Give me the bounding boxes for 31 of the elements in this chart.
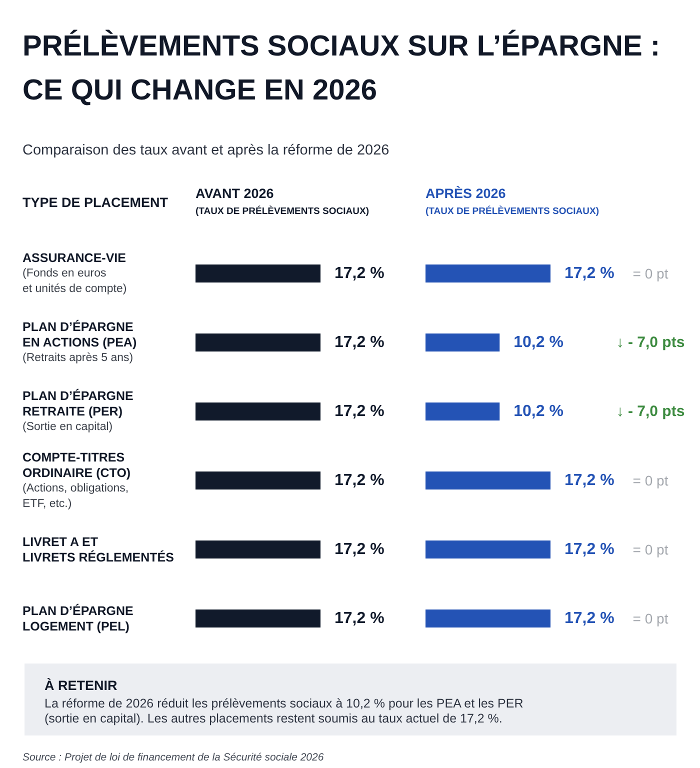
text: = 0 pt — [632, 266, 668, 282]
data-label: 10,2 % — [514, 334, 564, 351]
chart-subtitle: Comparaison des taux avant et après la réforme de 2026 — [22, 142, 390, 158]
text: = 0 pt — [632, 542, 668, 558]
y-tick-label: PLAN D’ÉPARGNE LOGEMENT (PEL) — [22, 602, 134, 634]
y-tick-label: LIVRET A ET LIVRETS RÉGLEMENTÉS — [22, 534, 174, 564]
source-note: Source : Projet de loi de financement de la Sécurité sociale 2026 — [22, 752, 324, 764]
text: AVANT 2026 (TAUX DE PRÉLÈVEMENTS SOCIAUX) — [196, 186, 369, 217]
text: À RETENIR La réforme de 2026 réduit les prélèvements sociaux à 10,2 % pour les PEA et les PER (sortie en capital). Les autres placements restent soumis au taux actuel de 17,2 %. — [44, 678, 524, 726]
y-tick-label: ASSURANCE-VIE (Fonds en euros et unités de compte) — [22, 251, 127, 295]
text: = 0 pt — [632, 610, 668, 626]
text: APRÈS 2026 (TAUX DE PRÉLÈVEMENTS SOCIAUX) — [426, 186, 599, 217]
y-tick-label: COMPTE-TITRES ORDINAIRE (CTO) (Actions, obligations, ETF, etc.) — [22, 450, 131, 510]
data-label: 17,2 % — [334, 265, 384, 282]
y-tick-label: PLAN D’ÉPARGNE RETRAITE (PER) (Sortie en capital) — [22, 388, 134, 433]
data-label: 17,2 % — [334, 403, 384, 420]
data-label: 17,2 % — [334, 541, 384, 558]
data-label: 17,2 % — [564, 541, 614, 558]
y-axis-title: TYPE DE PLACEMENT — [22, 195, 169, 210]
text: ↓ - 7,0 pts — [616, 334, 685, 351]
text: ↓ - 7,0 pts — [616, 403, 685, 420]
data-label: 17,2 % — [564, 610, 614, 627]
data-label: 17,2 % — [334, 334, 384, 351]
data-label: 17,2 % — [564, 472, 614, 489]
text: = 0 pt — [632, 472, 668, 488]
chart-title: PRÉLÈVEMENTS SOCIAUX SUR L’ÉPARGNE : CE QUI CHANGE EN 2026 — [22, 30, 660, 106]
data-label: 17,2 % — [334, 610, 384, 627]
data-label: 10,2 % — [514, 403, 564, 420]
data-label: 17,2 % — [564, 265, 614, 282]
data-label: 17,2 % — [334, 472, 384, 489]
y-tick-label: PLAN D’ÉPARGNE EN ACTIONS (PEA) (Retraits après 5 ans) — [22, 319, 137, 364]
